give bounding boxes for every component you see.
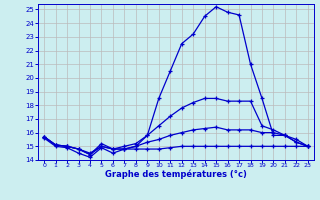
X-axis label: Graphe des températures (°c): Graphe des températures (°c) <box>105 170 247 179</box>
